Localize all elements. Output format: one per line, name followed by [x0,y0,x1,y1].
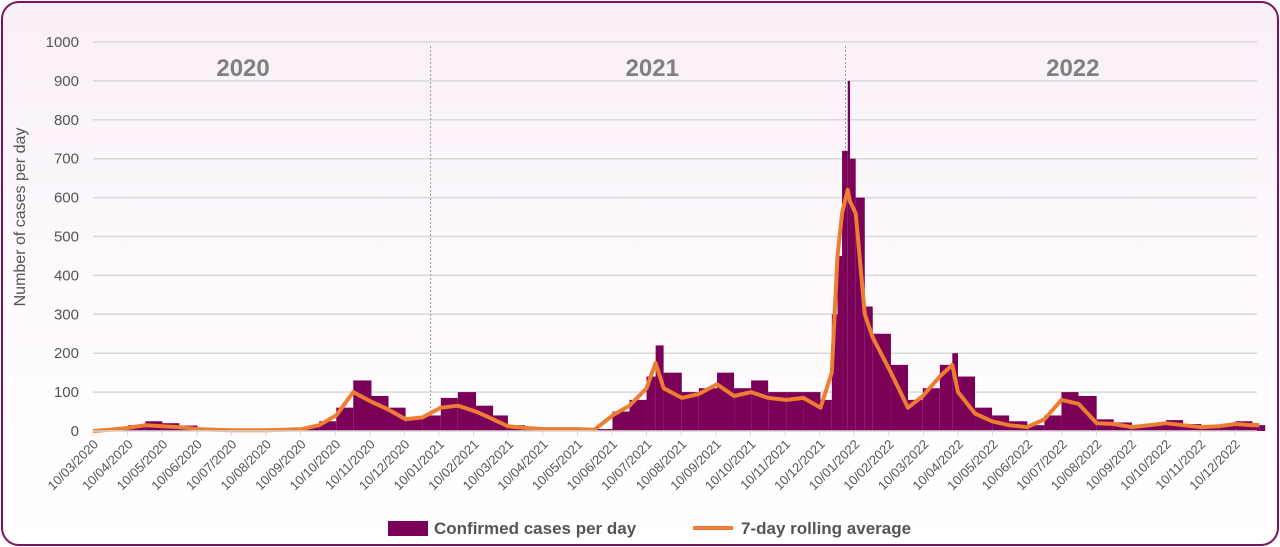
bar [922,388,940,431]
bar [1148,423,1167,431]
year-label: 2021 [626,55,679,82]
bar [594,429,613,431]
covid-cases-chart: 0 100 200 300 400 500 600 700 800 900 1000 10/03/2… [12,34,1266,538]
y-tick-label: 1000 [46,34,79,51]
y-tick-label: 800 [54,112,79,129]
bar [1027,425,1045,431]
bar [663,372,682,431]
x-axis: 10/03/202010/04/202010/05/202010/06/2020… [44,430,1257,493]
y-tick-label: 100 [54,384,79,401]
bar [336,407,354,431]
y-tick-label: 400 [54,267,79,284]
bar [831,314,838,431]
bar [612,411,630,431]
bar [837,255,843,431]
bar [681,392,699,431]
bar [952,353,958,431]
bar [751,380,769,431]
bar [855,197,865,431]
bar [1044,415,1062,431]
bar [698,388,718,431]
bar [820,399,832,431]
bar [847,80,851,432]
bar [457,392,477,431]
bar [655,345,664,431]
bar [842,150,848,432]
y-tick-label: 200 [54,345,79,362]
bar [907,399,923,431]
bar [1259,425,1266,431]
legend-label-bars: Confirmed cases per day [434,519,637,538]
bar [850,158,856,431]
bar [422,415,441,431]
y-tick-label: 0 [71,423,79,440]
bar [1218,424,1236,431]
y-tick-label: 700 [54,151,79,168]
bar [864,306,873,431]
bar [717,372,735,431]
y-tick-label: 300 [54,306,79,323]
bar [734,388,752,431]
rolling-average-line [92,187,1260,433]
legend-label-line: 7-day rolling average [741,519,911,538]
bar [1061,392,1079,431]
year-label: 2020 [216,55,269,82]
bar [1131,425,1149,431]
bar [768,392,787,431]
y-tick-label: 900 [54,73,79,90]
bars-confirmed-cases [93,80,1266,432]
bar [646,376,656,431]
bar [319,421,337,431]
bar [440,397,458,431]
y-axis-label: Number of cases per day [12,128,29,307]
gridlines [93,41,1257,432]
year-dividers [430,46,846,431]
bar [786,392,804,431]
year-labels: 2020 2021 2022 [216,55,1099,82]
y-tick-label: 500 [54,229,79,246]
year-label: 2022 [1046,55,1099,82]
bar [353,380,372,431]
y-tick-label: 600 [54,190,79,207]
legend: Confirmed cases per day 7-day rolling av… [388,519,911,538]
rolling-average-series [92,187,1260,433]
legend-swatch-bars [388,521,428,536]
y-axis-ticks: 0 100 200 300 400 500 600 700 800 900 1000 [46,34,79,440]
bar [872,333,891,431]
bar [629,399,647,431]
bar [939,364,953,431]
